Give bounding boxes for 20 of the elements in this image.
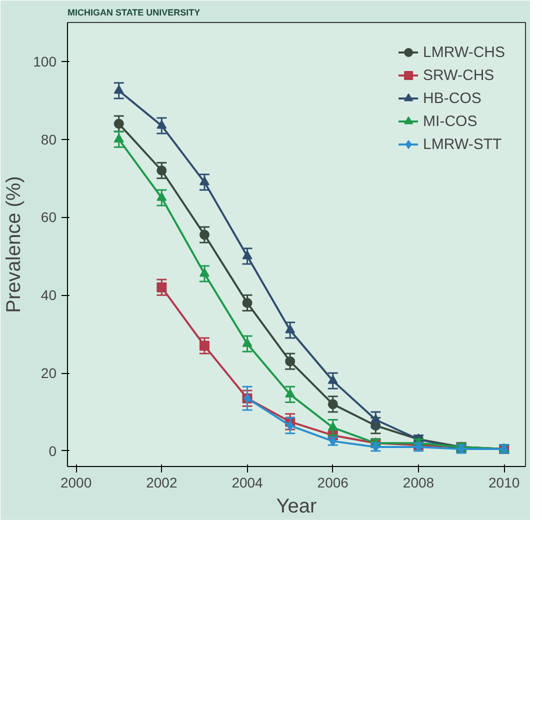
x-tick-label: 2008 <box>402 474 434 490</box>
x-tick-label: 2010 <box>488 474 520 490</box>
legend-label: LMRW-STT <box>423 136 502 152</box>
legend-label: HB-COS <box>423 90 482 106</box>
x-tick-label: 2004 <box>232 474 264 490</box>
legend-label: MI-COS <box>423 112 478 130</box>
x-axis-title: Year <box>276 496 318 518</box>
legend-label: LMRW-CHS <box>423 44 505 60</box>
legend-label: SRW-CHS <box>423 66 494 84</box>
x-tick-label: 2002 <box>146 474 178 490</box>
y-axis-title: Prevalence (%) <box>3 176 26 313</box>
y-tick-label: 20 <box>40 365 57 382</box>
y-tick-label: 100 <box>33 53 57 70</box>
y-tick-label: 0 <box>48 442 57 459</box>
y-tick-label: 60 <box>40 209 57 226</box>
y-tick-label: 80 <box>40 131 57 148</box>
x-tick-label: 2000 <box>60 474 92 490</box>
y-tick-label: 40 <box>40 287 57 304</box>
x-tick-label: 2006 <box>317 474 349 490</box>
text: MICHIGAN STATE UNIVERSITY <box>68 8 200 18</box>
